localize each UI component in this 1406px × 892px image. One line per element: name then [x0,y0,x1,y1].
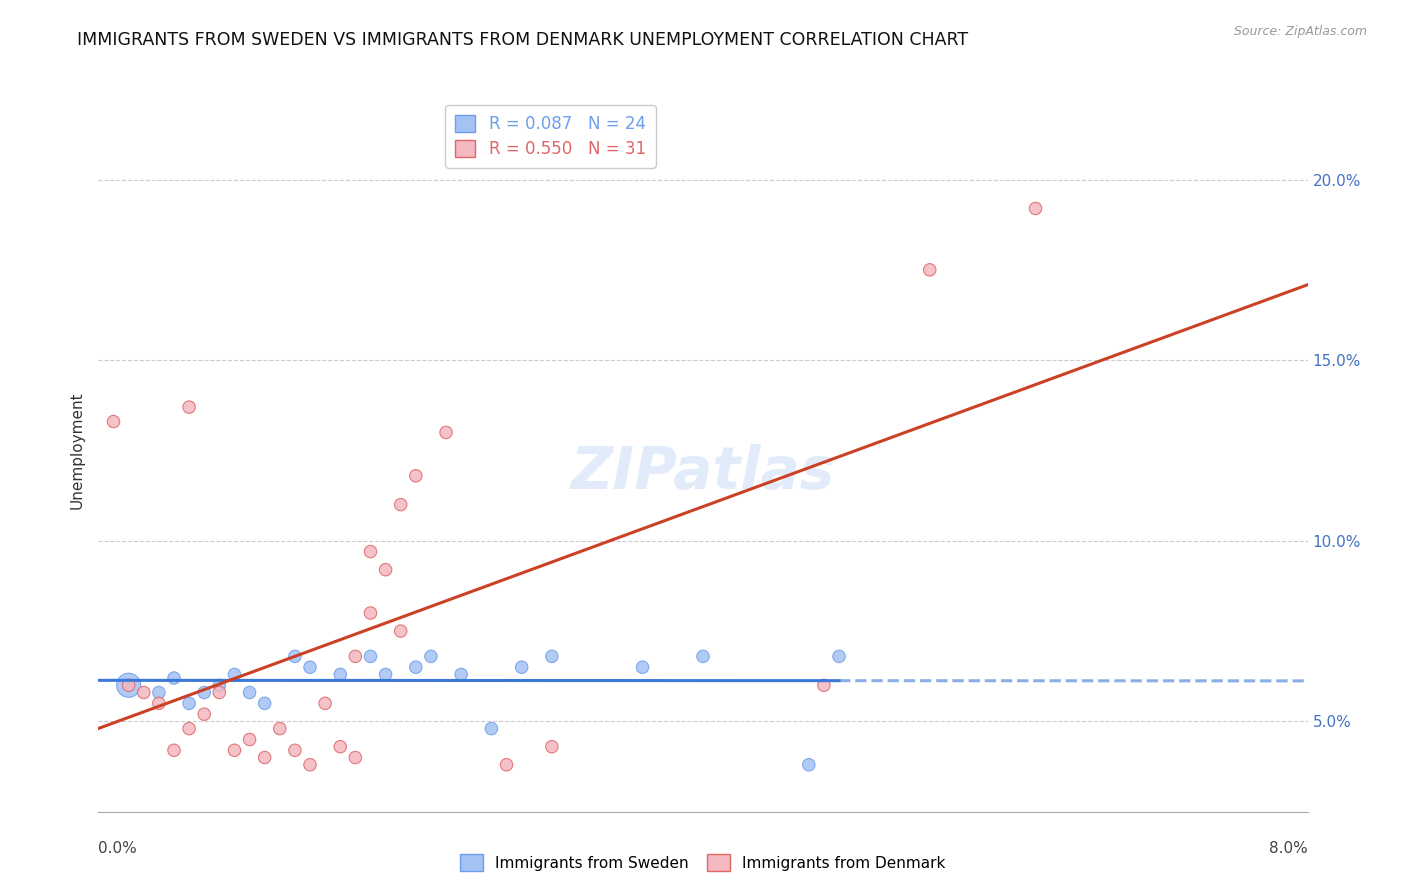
Point [434,425,457,440]
Point [389,498,412,512]
Point [314,697,336,711]
Point [179,697,201,711]
Point [631,660,654,674]
Point [420,649,443,664]
Point [797,757,820,772]
Point [208,678,231,692]
Point [299,660,322,674]
Point [239,732,262,747]
Point [253,697,276,711]
Point [813,678,835,692]
Point [179,722,201,736]
Point [374,667,396,681]
Text: 0.0%: 0.0% [98,840,138,855]
Point [918,263,941,277]
Legend: R = 0.087   N = 24, R = 0.550   N = 31: R = 0.087 N = 24, R = 0.550 N = 31 [446,104,655,168]
Point [208,685,231,699]
Point [299,757,322,772]
Point [148,685,170,699]
Point [103,415,125,429]
Point [224,743,246,757]
Point [828,649,851,664]
Point [179,400,201,414]
Point [374,563,396,577]
Point [148,697,170,711]
Point [540,649,562,664]
Point [118,678,141,692]
Point [540,739,562,754]
Point [344,649,367,664]
Text: IMMIGRANTS FROM SWEDEN VS IMMIGRANTS FROM DENMARK UNEMPLOYMENT CORRELATION CHART: IMMIGRANTS FROM SWEDEN VS IMMIGRANTS FRO… [77,31,969,49]
Legend: Immigrants from Sweden, Immigrants from Denmark: Immigrants from Sweden, Immigrants from … [454,848,952,877]
Point [1025,202,1047,216]
Point [360,649,382,664]
Point [132,685,155,699]
Point [284,649,307,664]
Point [329,667,352,681]
Point [253,750,276,764]
Point [239,685,262,699]
Point [163,743,186,757]
Point [510,660,533,674]
Point [692,649,714,664]
Text: Source: ZipAtlas.com: Source: ZipAtlas.com [1233,25,1367,38]
Point [389,624,412,639]
Point [193,707,215,722]
Point [118,678,141,692]
Point [224,667,246,681]
Point [193,685,215,699]
Point [269,722,291,736]
Point [405,468,427,483]
Point [481,722,503,736]
Text: 8.0%: 8.0% [1268,840,1308,855]
Point [450,667,472,681]
Point [405,660,427,674]
Point [284,743,307,757]
Point [163,671,186,685]
Y-axis label: Unemployment: Unemployment [69,392,84,509]
Point [329,739,352,754]
Point [344,750,367,764]
Point [360,606,382,620]
Point [495,757,517,772]
Point [360,544,382,558]
Text: ZIPatlas: ZIPatlas [571,443,835,500]
